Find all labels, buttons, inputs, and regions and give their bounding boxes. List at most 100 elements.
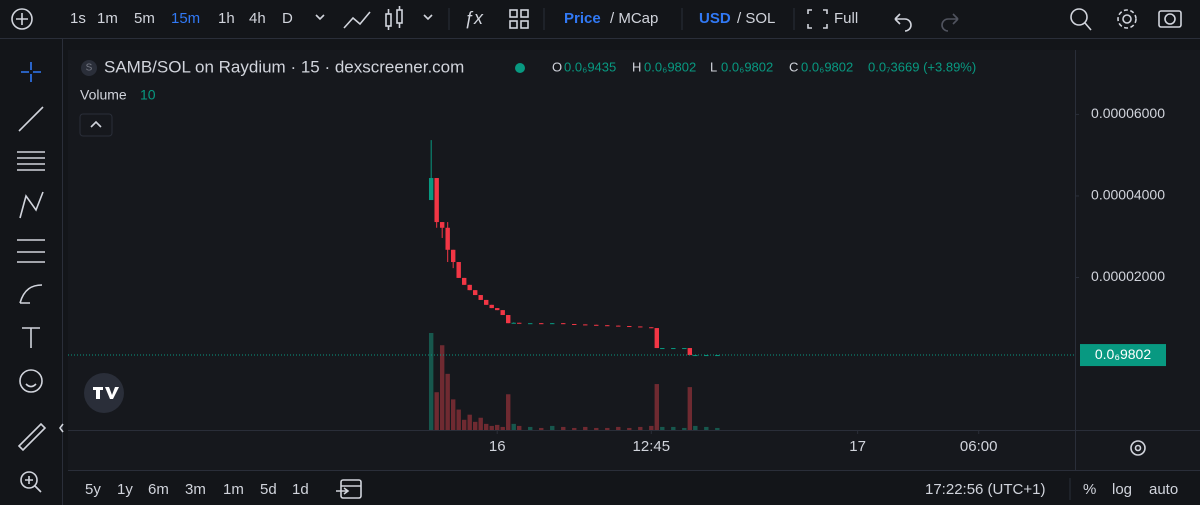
candle-body <box>495 308 500 311</box>
volume-bar <box>671 426 676 430</box>
candle-body <box>461 277 467 285</box>
price-toggle[interactable]: Price <box>564 10 601 27</box>
range-button[interactable]: 3m <box>185 481 206 498</box>
volume-bar <box>489 425 494 430</box>
volume-bar <box>715 427 720 430</box>
volume-bar <box>687 387 693 430</box>
trend-line-tool[interactable] <box>18 106 44 132</box>
fullscreen-button[interactable]: Full <box>834 10 858 27</box>
clock[interactable]: 17:22:56 (UTC+1) <box>925 481 1045 498</box>
candle-body <box>583 324 588 326</box>
alert-button[interactable] <box>1070 8 1092 31</box>
volume-bar <box>693 425 698 430</box>
interval-button[interactable]: 1m <box>97 10 118 27</box>
pattern-tool[interactable] <box>19 191 44 219</box>
auto-toggle[interactable]: auto <box>1149 481 1178 498</box>
x-tick-label: 16 <box>489 438 506 455</box>
indicators-icon[interactable]: ƒx <box>464 8 484 28</box>
interval-button[interactable]: 4h <box>249 10 266 27</box>
ohlc-label: C <box>789 59 798 74</box>
interval-button[interactable]: 5m <box>134 10 155 27</box>
interval-button[interactable]: 1h <box>218 10 235 27</box>
icon-tool[interactable] <box>19 369 43 393</box>
collapse-legend[interactable] <box>79 113 113 137</box>
fullscreen-icon[interactable] <box>807 9 828 29</box>
range-button[interactable]: 1m <box>223 481 244 498</box>
candle-body <box>627 326 632 328</box>
y-tick-label: 0.00004000 <box>1091 187 1165 203</box>
candle-body <box>439 222 445 228</box>
goto-date[interactable] <box>336 479 362 499</box>
mcap-toggle[interactable]: / MCap <box>610 10 658 27</box>
scale-settings[interactable] <box>1130 440 1146 456</box>
volume-bar <box>550 425 555 430</box>
last-price-tag <box>1080 344 1166 367</box>
dropdown[interactable] <box>315 14 325 21</box>
volume-bar <box>572 427 577 430</box>
candle-body <box>682 348 687 350</box>
status-dot <box>515 63 525 73</box>
volume-bar <box>456 409 461 430</box>
sol-toggle[interactable]: / SOL <box>737 10 775 27</box>
log-toggle[interactable]: log <box>1112 481 1132 498</box>
fib-tool[interactable] <box>17 151 45 171</box>
volume-bar <box>434 392 439 430</box>
redo-button[interactable] <box>941 13 959 32</box>
volume-bar <box>467 414 472 430</box>
ohlc-value: 0.0₆9802 <box>801 59 853 74</box>
volume-bar <box>649 425 654 430</box>
volume-bar <box>428 333 434 430</box>
volume-bar <box>506 394 511 430</box>
volume-bar <box>461 419 467 430</box>
volume-bar <box>539 427 544 430</box>
candle-body <box>456 262 461 278</box>
volume-bar <box>500 426 505 430</box>
layout-button[interactable] <box>509 9 529 29</box>
candle-body <box>693 355 698 357</box>
range-button[interactable]: 6m <box>148 481 169 498</box>
candle-body <box>654 328 659 349</box>
candle-style-button[interactable] <box>385 6 403 30</box>
add-symbol-button[interactable] <box>11 8 33 30</box>
range-button[interactable]: 1y <box>117 481 133 498</box>
y-tick-label: 0.00002000 <box>1091 268 1165 284</box>
screenshot-button[interactable] <box>1158 10 1182 28</box>
dropdown[interactable] <box>423 14 433 21</box>
interval-button[interactable]: 1s <box>70 10 86 27</box>
text-tool[interactable] <box>22 327 40 348</box>
percent-toggle[interactable]: % <box>1083 481 1096 498</box>
x-tick-label: 17 <box>849 438 866 455</box>
x-tick-label: 12:45 <box>633 438 671 455</box>
candle-body <box>478 295 483 300</box>
candle-body <box>511 322 516 324</box>
volume-bar <box>478 417 483 430</box>
brush-tool[interactable] <box>19 284 43 304</box>
prediction-tool[interactable] <box>17 239 45 263</box>
candle-body <box>704 355 709 357</box>
collapse-toolbar[interactable] <box>59 423 64 433</box>
crosshair-tool[interactable] <box>21 62 41 82</box>
usd-toggle[interactable]: USD <box>699 10 731 27</box>
measure-tool[interactable] <box>17 422 47 452</box>
ohlc-label: H <box>632 59 641 74</box>
candle-body <box>428 178 434 201</box>
range-button[interactable]: 1d <box>292 481 309 498</box>
volume-bar <box>473 421 478 430</box>
volume-bar <box>517 425 522 430</box>
candle-body <box>605 325 610 327</box>
settings-button[interactable] <box>1117 9 1137 29</box>
candle-body <box>500 310 505 316</box>
zoom-tool[interactable] <box>20 471 42 493</box>
line-style-button[interactable] <box>343 11 371 29</box>
candle-body <box>616 325 621 327</box>
y-tick-label: 0.00006000 <box>1091 105 1165 121</box>
candle-body <box>506 315 511 324</box>
range-button[interactable]: 5y <box>85 481 101 498</box>
undo-button[interactable] <box>894 13 912 32</box>
ohlc-label: O <box>552 59 562 74</box>
range-button[interactable]: 5d <box>260 481 277 498</box>
interval-button[interactable]: D <box>282 10 293 27</box>
interval-button[interactable]: 15m <box>171 10 200 27</box>
candle-body <box>660 348 665 350</box>
